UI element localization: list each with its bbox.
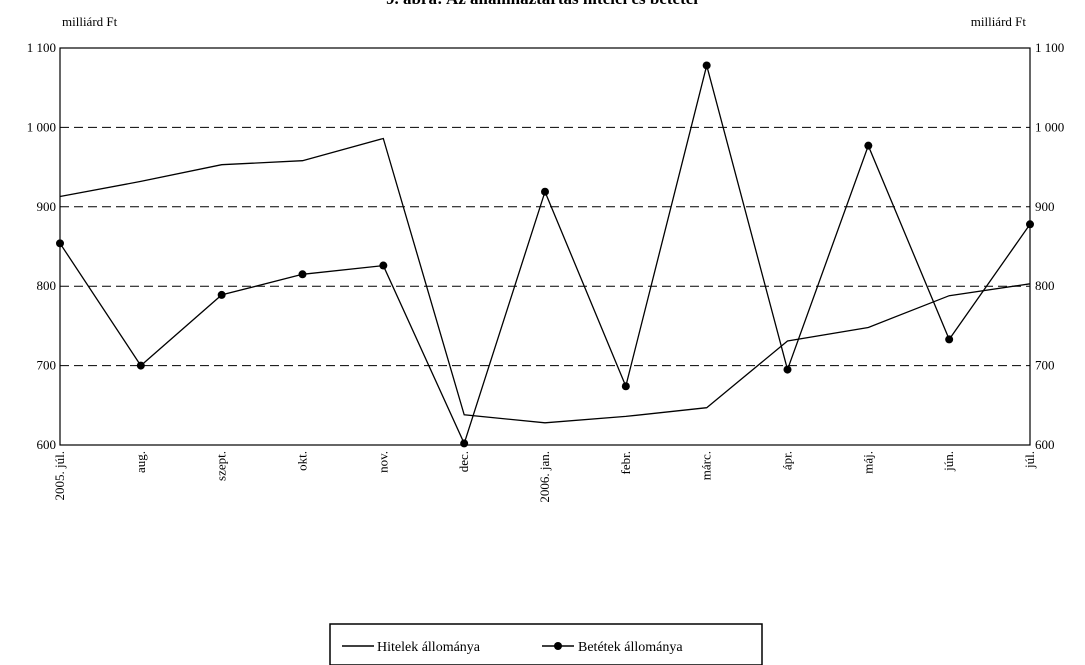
x-tick-label: júl. <box>1022 451 1037 469</box>
x-tick-label: szept. <box>214 451 229 481</box>
data-point <box>298 270 307 279</box>
legend: Hitelek állománya Betétek állománya <box>329 623 763 665</box>
chart-title: 9. ábra: Az államháztartás hitelei és be… <box>386 0 698 8</box>
data-point <box>460 439 469 448</box>
y-tick-label-right: 900 <box>1035 199 1055 214</box>
data-point <box>56 239 64 248</box>
y-tick-labels: 600 600 700 700 800 800 900 900 1 000 1 000 1 100 1… <box>27 40 1065 452</box>
y-tick-label-left: 1 100 <box>27 40 56 55</box>
data-point <box>541 187 549 196</box>
data-point <box>945 335 954 344</box>
x-tick-label: aug. <box>133 451 148 473</box>
x-tick-label: 2006. jan. <box>537 451 552 503</box>
data-point <box>783 365 792 374</box>
y-tick-label-right: 1 000 <box>1035 119 1064 134</box>
y-axis-label-right: milliárd Ft <box>971 14 1027 29</box>
y-tick-label-right: 1 100 <box>1035 40 1064 55</box>
y-tick-label-left: 800 <box>37 278 57 293</box>
x-tick-label: 2005. júl. <box>52 451 67 500</box>
data-point <box>864 141 873 150</box>
series-lines <box>56 61 1034 448</box>
x-tick-labels: 2005. júl. aug. szept. okt. nov. dec. 2006. ja… <box>52 451 1037 503</box>
data-point <box>379 261 388 270</box>
data-point <box>702 61 711 70</box>
data-point <box>217 290 226 299</box>
x-tick-label: máj. <box>860 451 875 474</box>
series-line-0 <box>59 137 1031 424</box>
x-tick-label: ápr. <box>780 451 795 470</box>
y-tick-label-left: 700 <box>37 358 57 373</box>
series-line-1 <box>59 62 1031 446</box>
data-point <box>621 382 630 391</box>
plot-frame <box>59 47 1031 446</box>
legend-label-hitelek: Hitelek állománya <box>377 640 481 655</box>
y-axis-label-left: milliárd Ft <box>62 14 118 29</box>
y-tick-label-left: 1 000 <box>27 119 56 134</box>
legend-label-betetek: Betétek állománya <box>578 640 683 655</box>
x-tick-label: okt. <box>295 451 310 471</box>
data-point <box>1026 220 1034 229</box>
x-tick-label: febr. <box>618 451 633 474</box>
y-tick-label-right: 700 <box>1035 358 1055 373</box>
x-tick-label: nov. <box>375 451 390 473</box>
x-tick-label: márc. <box>699 451 714 480</box>
grid-lines <box>60 126 1030 367</box>
x-tick-label: jún. <box>941 451 956 472</box>
y-tick-label-right: 800 <box>1035 278 1055 293</box>
legend-box <box>329 623 763 665</box>
x-tick-label: dec. <box>456 451 471 472</box>
y-tick-label-left: 900 <box>37 199 57 214</box>
data-point <box>136 361 145 370</box>
y-tick-label-left: 600 <box>37 437 57 452</box>
legend-marker-betetek <box>554 642 562 650</box>
y-tick-label-right: 600 <box>1035 437 1055 452</box>
